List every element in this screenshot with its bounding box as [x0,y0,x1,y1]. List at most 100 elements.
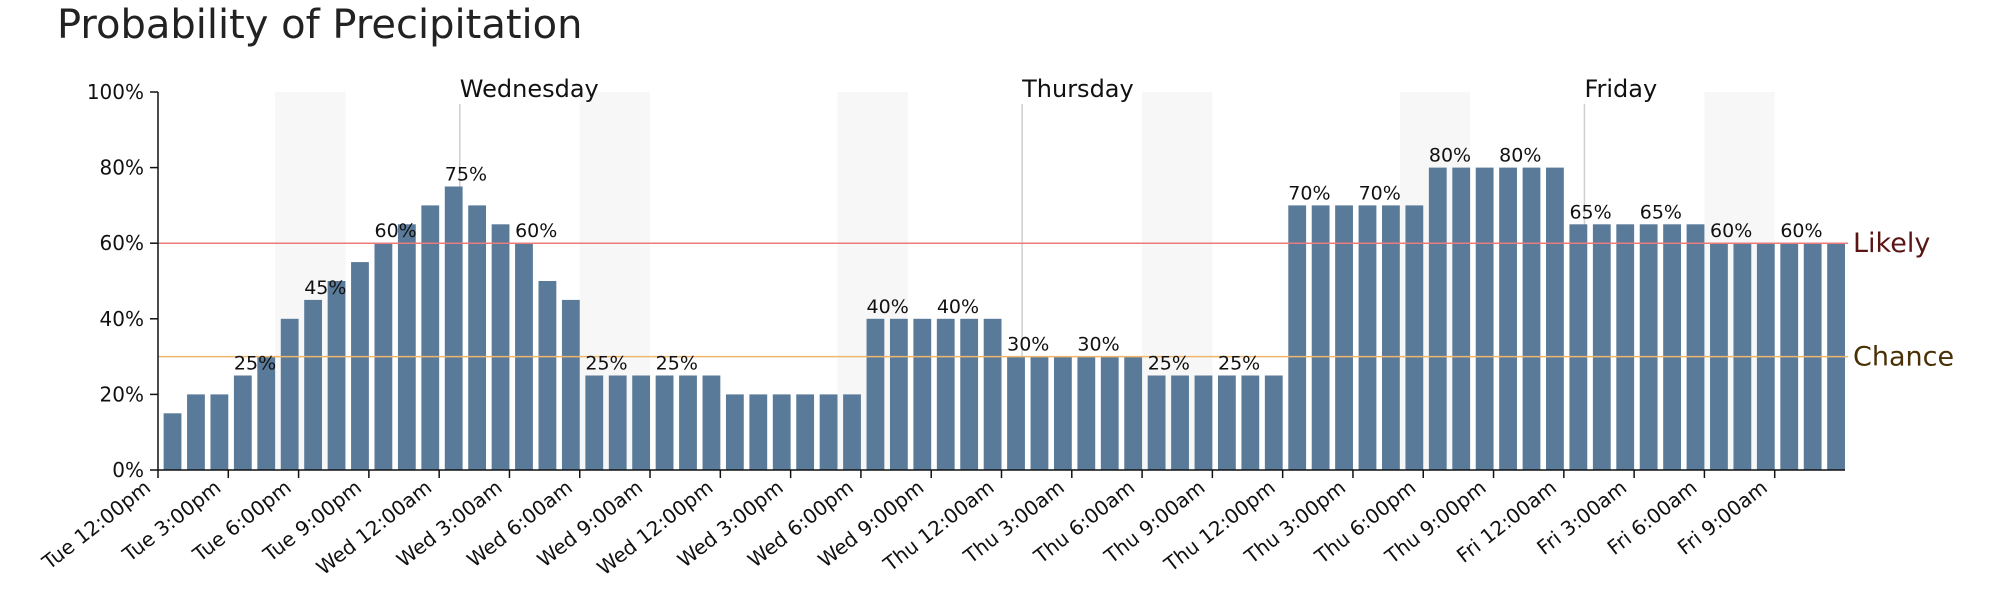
precip-bar [983,318,1002,470]
data-label: 80% [1499,145,1541,167]
precip-bar [1358,205,1377,470]
precip-bar [1592,224,1611,470]
data-label: 60% [1780,220,1822,242]
precip-bar [936,318,955,470]
precip-bar [772,394,791,470]
precip-bar [1428,167,1447,470]
precip-bar [725,394,744,470]
precip-bar [1147,375,1166,470]
precip-bar [1171,375,1189,470]
precip-bar [210,394,229,470]
data-label: 70% [1359,182,1401,204]
data-label: 40% [867,296,909,318]
y-tick-label: 0% [112,458,144,482]
precip-bar [843,394,861,470]
precip-bar [491,224,510,470]
precip-bar [1569,224,1588,470]
day-label: Thursday [1021,75,1134,103]
precip-bar [421,205,440,470]
y-tick-label: 40% [100,307,144,331]
precip-bar [1241,375,1260,470]
precip-bar [187,394,205,470]
precip-bar [1639,224,1658,470]
precip-bar [1452,167,1471,470]
precip-bar [1335,205,1353,470]
precip-bar [351,262,369,470]
precip-bar [1007,356,1025,470]
precip-bar [1311,205,1330,470]
data-label: 60% [374,220,416,242]
precip-bar [1030,356,1049,470]
day-label: Wednesday [460,75,599,103]
precip-bar [1546,167,1564,470]
ref-line-label: Chance [1853,342,1954,373]
reference-lines: Likely Chance [158,228,1954,373]
y-tick-label: 60% [100,231,144,255]
data-labels: 25% 45% 60% 75% 60% 25% 25% 40% 40% 30% 30% 25% 25% 7… [234,145,1823,375]
data-label: 30% [1007,334,1049,356]
precip-bar [585,375,604,470]
precip-bar [280,318,299,470]
precip-bar [608,375,627,470]
precip-bar [1405,205,1424,470]
y-tick-label: 100% [87,80,144,104]
data-label: 45% [304,277,346,299]
data-label: 40% [937,296,979,318]
precip-bar [1288,205,1307,470]
precip-bar [1264,375,1283,470]
data-label: 25% [585,353,627,375]
precip-bar [163,413,182,470]
precip-bar [327,281,346,470]
data-label: 75% [445,164,487,186]
precip-bar [702,375,721,470]
data-label: 80% [1429,145,1471,167]
precip-bar [655,375,674,470]
precip-bar [960,318,979,470]
precip-bar [1382,205,1400,470]
precip-bar [397,224,416,470]
precip-bar [679,375,697,470]
data-label: 65% [1640,201,1682,223]
precip-bar [304,299,323,470]
precip-bar [1217,375,1236,470]
precip-bar [889,318,908,470]
precip-bar [1077,356,1096,470]
precip-bar [538,281,557,470]
ref-line-label: Likely [1853,228,1930,259]
data-label: 30% [1077,334,1119,356]
precip-bar [1053,356,1072,470]
precip-bar [1616,224,1635,470]
precip-bar [1686,224,1705,470]
precip-bar [819,394,838,470]
data-label: 60% [515,220,557,242]
precip-bar [233,375,252,470]
data-label: 70% [1288,182,1330,204]
chart-title: Probability of Precipitation [57,2,583,48]
precip-bar [1124,356,1143,470]
data-label: 65% [1569,201,1611,223]
precip-bar [257,356,276,470]
precip-bar [1522,167,1541,470]
bars [163,167,1845,470]
precip-bar [866,318,885,470]
y-tick-label: 20% [100,382,144,406]
precip-bar [749,394,768,470]
precip-bar [1499,167,1517,470]
precip-bar [1663,224,1681,470]
precip-bar [796,394,815,470]
data-label: 25% [656,353,698,375]
data-label: 25% [1148,353,1190,375]
data-label: 25% [234,353,276,375]
precip-bar [1475,167,1494,470]
day-label: Friday [1584,75,1657,103]
precip-bar [1100,356,1119,470]
data-label: 60% [1710,220,1752,242]
data-label: 25% [1218,353,1260,375]
precip-bar [468,205,487,470]
precip-bar [444,186,463,470]
precip-bar [561,299,580,470]
y-tick-label: 80% [100,156,144,180]
precip-bar [1194,375,1213,470]
precip-bar [913,318,932,470]
